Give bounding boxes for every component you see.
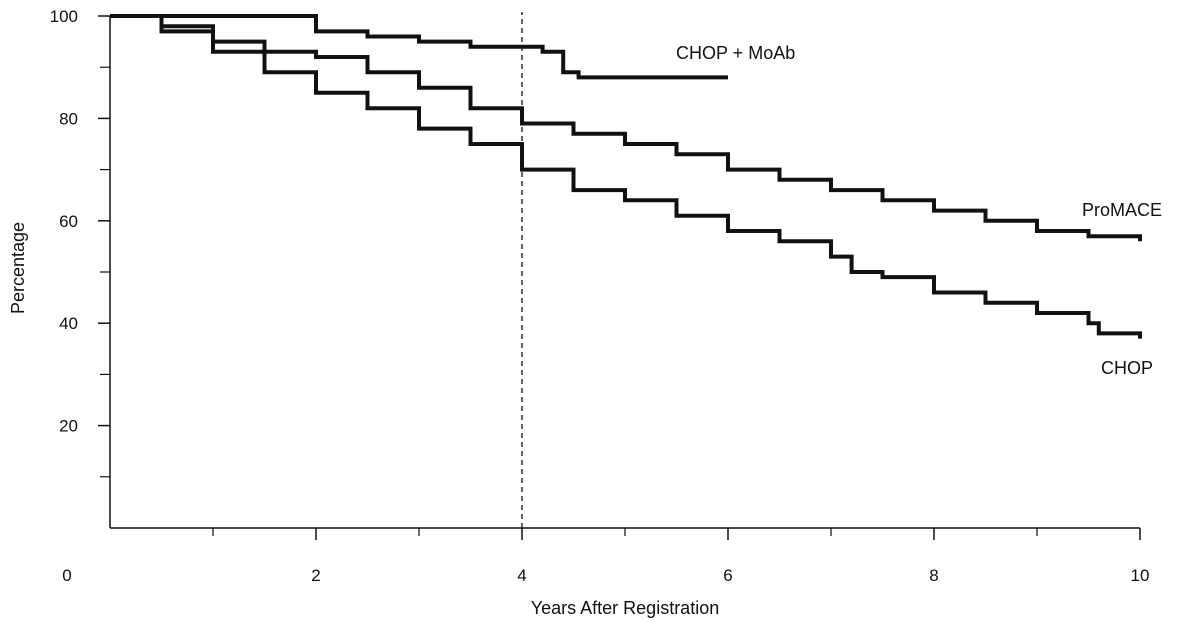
series-label-promace: ProMACE	[1082, 200, 1162, 220]
y-tick-label: 20	[59, 417, 78, 436]
y-tick-label: 80	[59, 109, 78, 128]
x-tick-label: 2	[311, 566, 320, 585]
y-tick-label: 100	[50, 7, 78, 26]
x-axis-title: Years After Registration	[531, 598, 719, 618]
x-tick-label: 6	[723, 566, 732, 585]
labels-group: Years After Registration Percentage CHOP…	[8, 43, 1162, 618]
axes: 0 2 4 6 8 10 20 40 60 80 100	[50, 7, 1150, 585]
y-axis-title: Percentage	[8, 222, 28, 314]
x-tick-label: 4	[517, 566, 526, 585]
series-label-chop-moab: CHOP + MoAb	[676, 43, 795, 63]
y-tick-label: 60	[59, 212, 78, 231]
y-tick-label: 40	[59, 314, 78, 333]
series-group	[110, 14, 1142, 339]
x-tick-label: 0	[62, 566, 71, 585]
series-label-chop: CHOP	[1101, 358, 1153, 378]
series-line-chop	[110, 14, 1142, 339]
x-tick-label: 10	[1131, 566, 1150, 585]
series-line-chop-moab	[110, 14, 728, 80]
x-tick-label: 8	[929, 566, 938, 585]
series-line-promace	[110, 14, 1142, 242]
